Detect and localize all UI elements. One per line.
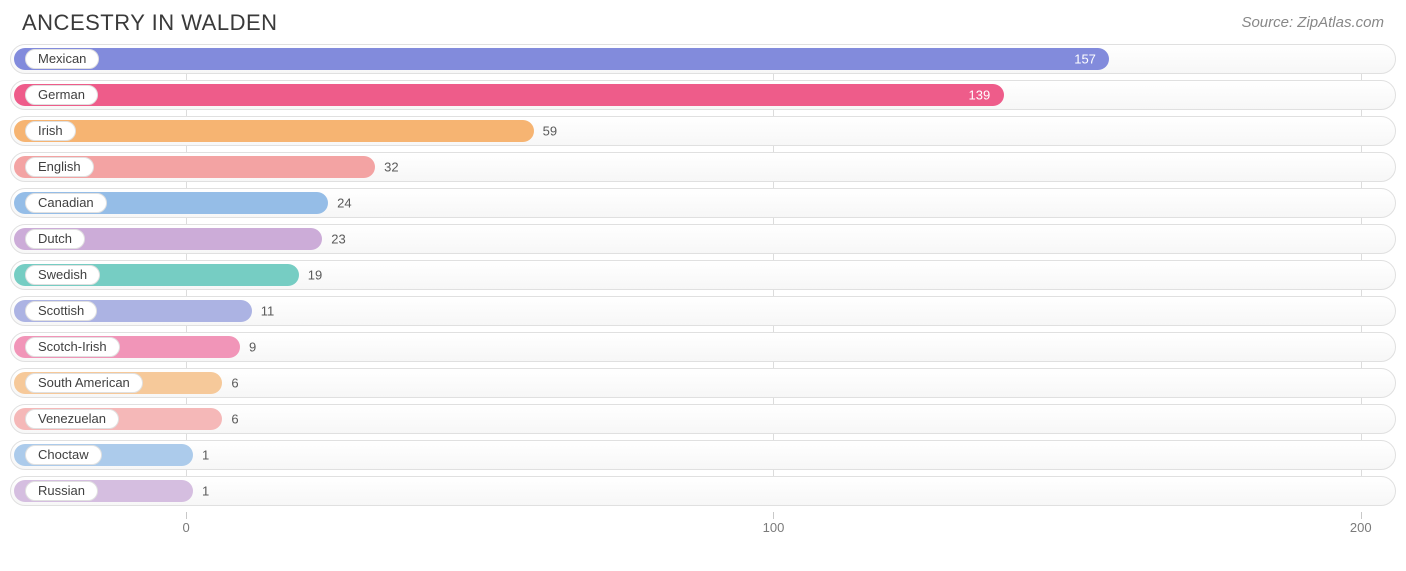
axis-tick — [186, 512, 187, 519]
bar-value: 11 — [261, 304, 275, 319]
bar-label: Irish — [25, 121, 76, 141]
bar-value: 1 — [202, 448, 209, 463]
bar-value: 157 — [1074, 52, 1096, 67]
bar-row: English 32 — [10, 152, 1396, 182]
bar-value: 9 — [249, 340, 256, 355]
bar-label: English — [25, 157, 94, 177]
bar-row: Dutch 23 — [10, 224, 1396, 254]
bar-label: Scottish — [25, 301, 97, 321]
bar-fill — [14, 48, 1109, 70]
bar-label: Dutch — [25, 229, 85, 249]
chart-title: ANCESTRY IN WALDEN — [22, 10, 278, 36]
axis-tick-label: 200 — [1350, 520, 1372, 535]
bar-row: Mexican 157 — [10, 44, 1396, 74]
bar-value: 139 — [969, 88, 991, 103]
bar-label: Choctaw — [25, 445, 102, 465]
axis-tick-label: 100 — [763, 520, 785, 535]
bar-row: Canadian 24 — [10, 188, 1396, 218]
x-axis: 0 100 200 — [10, 512, 1396, 538]
bar-label: Mexican — [25, 49, 99, 69]
bar-row: Swedish 19 — [10, 260, 1396, 290]
bar-row: Scottish 11 — [10, 296, 1396, 326]
bar-label: Swedish — [25, 265, 100, 285]
bar-label: Russian — [25, 481, 98, 501]
bar-row: Choctaw 1 — [10, 440, 1396, 470]
axis-tick-label: 0 — [183, 520, 190, 535]
bar-row: Irish 59 — [10, 116, 1396, 146]
chart-header: ANCESTRY IN WALDEN Source: ZipAtlas.com — [0, 0, 1406, 40]
bar-row: Russian 1 — [10, 476, 1396, 506]
bar-row: German 139 — [10, 80, 1396, 110]
bar-value: 59 — [543, 124, 557, 139]
bar-label: South American — [25, 373, 143, 393]
bar-fill — [14, 84, 1004, 106]
bar-label: Canadian — [25, 193, 107, 213]
chart-source: Source: ZipAtlas.com — [1241, 10, 1384, 31]
bars-container: Mexican 157 German 139 Irish 59 English 32 Canad… — [10, 44, 1396, 506]
bar-value: 1 — [202, 484, 209, 499]
bar-label: Scotch-Irish — [25, 337, 120, 357]
axis-tick — [1361, 512, 1362, 519]
bar-value: 6 — [231, 412, 238, 427]
bar-row: South American 6 — [10, 368, 1396, 398]
bar-row: Scotch-Irish 9 — [10, 332, 1396, 362]
chart-plot-area: Mexican 157 German 139 Irish 59 English 32 Canad… — [10, 44, 1396, 538]
bar-value: 19 — [308, 268, 322, 283]
bar-fill — [14, 120, 534, 142]
axis-tick — [773, 512, 774, 519]
bar-label: German — [25, 85, 98, 105]
bar-value: 6 — [231, 376, 238, 391]
bar-value: 24 — [337, 196, 351, 211]
bar-value: 32 — [384, 160, 398, 175]
bar-row: Venezuelan 6 — [10, 404, 1396, 434]
bar-value: 23 — [331, 232, 345, 247]
bar-label: Venezuelan — [25, 409, 119, 429]
